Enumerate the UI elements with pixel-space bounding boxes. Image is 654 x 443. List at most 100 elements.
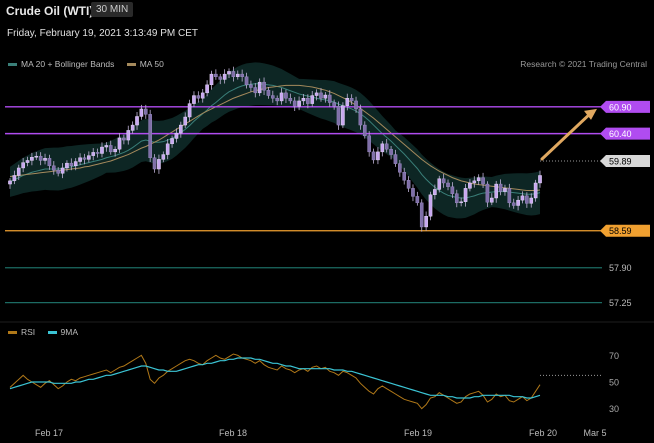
candle-body — [100, 146, 104, 154]
candle-body — [196, 95, 201, 99]
candle-body — [314, 92, 319, 96]
candle-body — [288, 98, 293, 102]
candle-body — [310, 95, 315, 104]
candle-body — [380, 143, 385, 153]
candle-body — [205, 84, 209, 94]
candle-body — [240, 73, 244, 77]
level-label: 57.90 — [609, 263, 632, 273]
candle-body — [174, 132, 179, 139]
candle-body — [437, 178, 442, 190]
candle-body — [244, 76, 249, 86]
candle-body — [30, 157, 34, 161]
candle-body — [358, 108, 363, 126]
candle-body — [157, 159, 161, 170]
candle-body — [60, 167, 65, 174]
candle-body — [165, 143, 170, 155]
candle-body — [511, 202, 516, 206]
candle-body — [25, 160, 30, 163]
candle-body — [481, 177, 485, 185]
candle-body — [78, 157, 82, 162]
candle-body — [148, 114, 152, 158]
level-label: 60.40 — [609, 129, 632, 139]
interval-button[interactable]: 30 MIN — [91, 2, 134, 17]
candle-body — [218, 76, 223, 80]
candle-body — [424, 216, 428, 228]
candle-body — [227, 71, 231, 75]
candle-body — [398, 163, 402, 173]
candle-body — [507, 188, 512, 204]
candle-body — [69, 162, 74, 167]
projection-arrow — [540, 113, 591, 161]
candle-body — [222, 73, 227, 80]
candle-body — [139, 108, 144, 117]
candle-body — [95, 152, 100, 154]
candle-body — [82, 157, 87, 160]
candle-body — [279, 92, 284, 102]
candle-body — [235, 73, 240, 77]
candle-body — [56, 169, 60, 174]
candle-body — [73, 161, 78, 167]
rsi-tick-label: 70 — [609, 351, 619, 361]
candle-body — [332, 102, 336, 107]
candle-body — [187, 103, 192, 118]
candle-body — [520, 195, 525, 201]
rsi-swatch-icon — [8, 331, 17, 335]
candle-body — [65, 162, 69, 169]
candle-body — [476, 177, 481, 182]
candle-body — [454, 193, 459, 204]
candle-body — [354, 100, 358, 110]
rsi-tick-label: 30 — [609, 404, 619, 414]
candle-body — [389, 148, 393, 155]
candle-body — [419, 202, 424, 228]
candle-body — [411, 188, 415, 197]
candle-body — [253, 87, 258, 94]
x-axis: Feb 17 Feb 18 Feb 19 Feb 20 Mar 5 — [35, 428, 607, 438]
chart-header: Crude Oil (WTI) 30 MIN — [0, 0, 654, 22]
rsi-panel: 70 50 30 — [0, 321, 654, 414]
candle-body — [494, 183, 498, 199]
candle-body — [117, 137, 122, 150]
ma50-swatch-icon — [126, 63, 136, 67]
candle-body — [108, 145, 113, 153]
candle-body — [306, 98, 310, 104]
ma20-swatch-icon — [8, 63, 17, 67]
candle-body — [126, 130, 131, 141]
candle-body — [367, 135, 371, 153]
credit-text: Research © 2021 Trading Central — [520, 59, 647, 69]
candle-body — [8, 180, 12, 185]
candle-body — [529, 197, 534, 204]
candle-body — [200, 92, 205, 99]
projection-arrowhead — [584, 108, 597, 120]
candle-body — [183, 116, 188, 126]
candle-body — [433, 189, 437, 195]
level-label: 58.59 — [609, 226, 632, 236]
level-tag — [600, 154, 650, 167]
candle-body — [16, 167, 21, 176]
candle-body — [231, 71, 236, 77]
candle-body — [21, 162, 25, 169]
candle-body — [214, 73, 218, 77]
candle-body — [152, 157, 157, 170]
candle-body — [262, 81, 266, 91]
price-panel: 60.90 60.40 59.89 58.59 57.90 57.25 — [5, 62, 650, 308]
candle-body — [284, 92, 288, 99]
candle-body — [161, 154, 166, 160]
chart-title: Crude Oil (WTI) — [6, 4, 94, 18]
candle-body — [297, 100, 301, 107]
candle-body — [485, 183, 490, 203]
candle-body — [336, 106, 341, 126]
rsi-line — [9, 353, 541, 410]
candle-body — [371, 151, 376, 161]
candle-body — [323, 94, 328, 99]
candle-body — [104, 145, 109, 148]
candle-body — [113, 148, 117, 153]
level-tag — [600, 100, 650, 113]
candle-body — [130, 124, 135, 131]
legend-9ma-label: 9MA — [60, 327, 79, 337]
level-label: 57.25 — [609, 298, 632, 308]
candle-body — [87, 155, 91, 160]
timestamp: Friday, February 19, 2021 3:13:49 PM CET — [7, 28, 199, 39]
level-tag — [600, 224, 650, 237]
candle-body — [301, 98, 306, 102]
